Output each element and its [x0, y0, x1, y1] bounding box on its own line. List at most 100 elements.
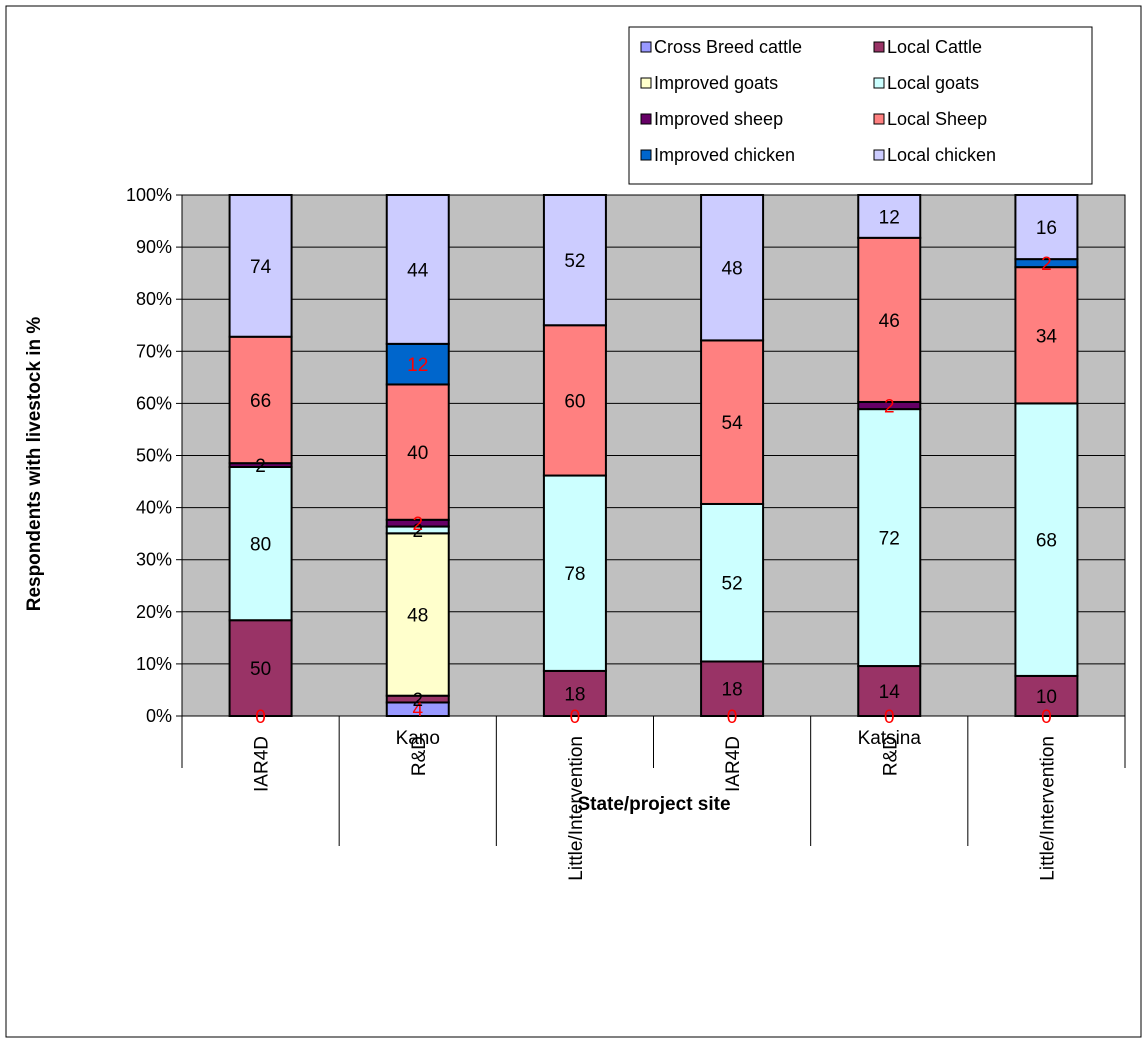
data-label: 0	[255, 707, 266, 728]
data-label: 48	[407, 606, 428, 627]
data-label: 52	[722, 574, 743, 595]
bar-segment	[1014, 402, 1079, 677]
legend-label: Improved chicken	[654, 145, 795, 165]
data-label: 66	[250, 391, 271, 412]
data-label: 40	[407, 443, 428, 464]
bar-segment	[700, 339, 765, 505]
bar-segment	[228, 335, 293, 465]
data-label: 48	[722, 259, 743, 280]
bar-segment	[385, 342, 450, 386]
y-axis-title: Respondents with livestock in %	[24, 317, 45, 612]
data-label: 52	[564, 251, 585, 272]
data-label: 2	[412, 521, 423, 542]
bar-segment	[857, 236, 922, 403]
x-tick-label: IAR4D	[723, 736, 744, 792]
legend-label: Local Cattle	[887, 37, 982, 57]
y-tick-label: 90%	[136, 237, 172, 257]
y-tick-label: 10%	[136, 654, 172, 674]
x-tick-label: Little/Intervention	[566, 736, 587, 881]
legend-box	[628, 26, 1093, 185]
legend-swatch	[640, 41, 652, 53]
legend-label: Improved sheep	[654, 109, 783, 129]
legend-swatch	[873, 113, 885, 125]
bar-segment	[542, 324, 607, 477]
bar-segment	[542, 669, 607, 717]
y-tick-label: 0%	[146, 706, 172, 726]
y-tick-label: 50%	[136, 446, 172, 466]
legend-label: Local Sheep	[887, 109, 987, 129]
data-label: 44	[407, 260, 429, 281]
y-tick-label: 100%	[126, 185, 172, 205]
y-tick-label: 80%	[136, 289, 172, 309]
data-label: 60	[564, 391, 585, 412]
legend-swatch	[640, 149, 652, 161]
x-axis-title: State/project site	[577, 794, 730, 815]
bar-segment	[1014, 266, 1079, 405]
x-tick-label: Little/Intervention	[1037, 736, 1058, 881]
data-label: 18	[722, 680, 743, 701]
legend-label: Improved goats	[654, 73, 778, 93]
bar-segment	[857, 665, 922, 717]
data-label: 68	[1036, 531, 1057, 552]
data-label: 50	[250, 659, 271, 680]
data-label: 12	[407, 355, 428, 376]
bar-segment	[228, 465, 293, 622]
data-label: 12	[879, 207, 900, 228]
x-tick-label: R&D	[880, 736, 901, 776]
data-label: 0	[570, 707, 581, 728]
bar-segment	[542, 474, 607, 672]
data-label: 4	[412, 700, 423, 721]
data-label: 80	[250, 535, 271, 556]
data-label: 74	[250, 257, 272, 278]
data-label: 16	[1036, 218, 1057, 239]
legend-swatch	[873, 149, 885, 161]
y-tick-label: 40%	[136, 498, 172, 518]
x-tick-label: R&D	[409, 736, 430, 776]
bar-segment	[1014, 674, 1079, 718]
bar-segment	[228, 619, 293, 718]
data-label: 14	[879, 682, 901, 703]
bars	[228, 194, 1079, 718]
data-label: 2	[412, 690, 423, 711]
data-label: 2	[884, 397, 895, 418]
data-label: 10	[1036, 687, 1057, 708]
data-labels: 0508026674424822401244018786052018525448…	[250, 207, 1057, 728]
x-tick-label: IAR4D	[252, 736, 273, 792]
y-tick-label: 70%	[136, 341, 172, 361]
bar-segment	[700, 660, 765, 717]
y-tick-label: 30%	[136, 550, 172, 570]
bar-segment	[700, 194, 765, 342]
bar-segment	[857, 194, 922, 239]
bar-segment	[385, 194, 450, 345]
legend-label: Local goats	[887, 73, 979, 93]
y-tick-label: 60%	[136, 393, 172, 413]
bar-segment	[542, 194, 607, 327]
bar-segment	[1014, 194, 1079, 261]
data-label: 0	[727, 707, 738, 728]
data-label: 18	[564, 684, 585, 705]
legend: Cross Breed cattle Local Cattle Improved g…	[628, 26, 1093, 185]
bar-segment	[385, 383, 450, 521]
plot-area	[181, 194, 1126, 717]
data-label: 2	[255, 456, 266, 477]
data-label: 34	[1036, 326, 1058, 347]
legend-swatch	[640, 113, 652, 125]
data-label: 0	[1041, 707, 1052, 728]
data-label: 2	[1041, 254, 1052, 275]
legend-label: Cross Breed cattle	[654, 37, 802, 57]
y-tick-label: 20%	[136, 602, 172, 622]
data-label: 0	[884, 707, 895, 728]
legend-swatch	[873, 77, 885, 89]
data-label: 46	[879, 311, 900, 332]
bar-segment	[700, 502, 765, 663]
legend-label: Local chicken	[887, 145, 996, 165]
bar-segment	[857, 408, 922, 668]
group-label: Kano	[396, 728, 440, 749]
data-label: 78	[564, 564, 585, 585]
group-label: Katsina	[858, 728, 922, 749]
legend-swatch	[873, 41, 885, 53]
data-label: 2	[412, 514, 423, 535]
bar-segment	[385, 532, 450, 697]
